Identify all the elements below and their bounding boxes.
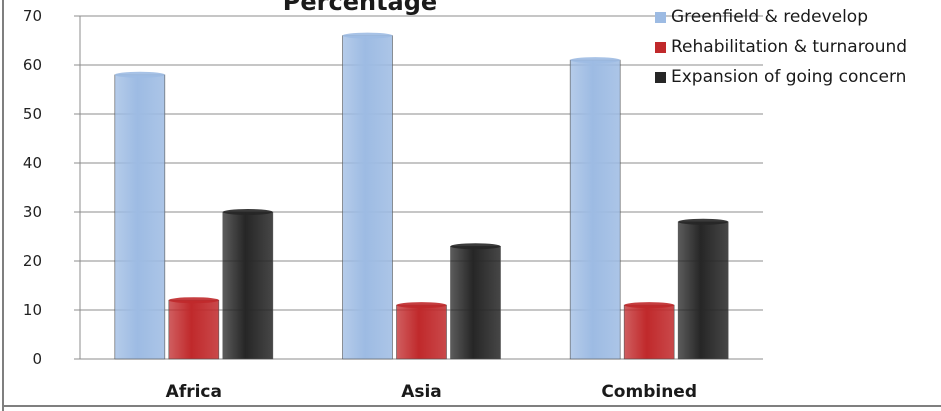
bar-top-cap-combined-series-2 (624, 302, 675, 309)
chart-title: Percentage (283, 0, 437, 16)
chart-frame-bottom-border (2, 405, 941, 407)
legend-swatch-series-2 (655, 42, 666, 53)
y-tick-label-60: 60 (23, 56, 42, 74)
legend-item-series-2: Rehabilitation & turnaround (655, 36, 939, 58)
bar-top-cap-africa-series-2 (168, 297, 219, 304)
y-tick-label-50: 50 (23, 105, 42, 123)
legend-swatch-series-1 (655, 12, 666, 23)
y-tick-label-0: 0 (32, 350, 42, 368)
bar-top-cap-asia-series-2 (396, 302, 447, 309)
bar-top-cap-africa-series-3 (222, 209, 273, 215)
bar-combined-series-3 (677, 221, 729, 360)
y-tick-label-10: 10 (23, 301, 42, 319)
bar-top-cap-combined-series-1 (570, 57, 621, 64)
y-tick-label-70: 70 (23, 7, 42, 25)
bar-top-cap-combined-series-3 (678, 218, 729, 225)
y-tick-label-40: 40 (23, 154, 42, 172)
x-category-label-combined: Combined (601, 382, 697, 402)
y-axis-ticks: 0 10 20 30 40 50 60 70 (23, 7, 81, 368)
bar-africa-series-3 (222, 211, 274, 360)
legend-item-series-1: Greenfield & redevelop (655, 6, 939, 28)
bar-top-cap-asia-series-3 (450, 243, 501, 250)
bar-asia-series-1 (342, 35, 393, 360)
x-category-label-asia: Asia (401, 382, 442, 402)
bar-asia-series-3 (450, 246, 501, 360)
chart-frame-left-border (2, 0, 4, 411)
bar-top-cap-asia-series-1 (342, 32, 393, 39)
bar-combined-series-1 (569, 59, 621, 360)
y-tick-label-30: 30 (23, 203, 42, 221)
bar-africa-series-2 (168, 299, 220, 360)
legend: Greenfield & redevelop Rehabilitation & t… (655, 6, 939, 96)
legend-label-series-2: Rehabilitation & turnaround (671, 37, 908, 57)
legend-swatch-series-3 (655, 72, 666, 83)
legend-item-series-3: Expansion of going concern (655, 66, 939, 88)
y-tick-label-20: 20 (23, 252, 42, 270)
legend-label-series-3: Expansion of going concern (671, 67, 907, 87)
bar-combined-series-2 (623, 304, 675, 360)
x-axis-categories: Africa Asia Combined (166, 382, 697, 402)
bar-top-cap-africa-series-1 (114, 71, 165, 78)
bars (114, 32, 729, 360)
legend-label-series-1: Greenfield & redevelop (671, 7, 868, 27)
bar-africa-series-1 (114, 74, 166, 360)
x-category-label-africa: Africa (166, 382, 222, 402)
bar-asia-series-2 (396, 304, 447, 360)
